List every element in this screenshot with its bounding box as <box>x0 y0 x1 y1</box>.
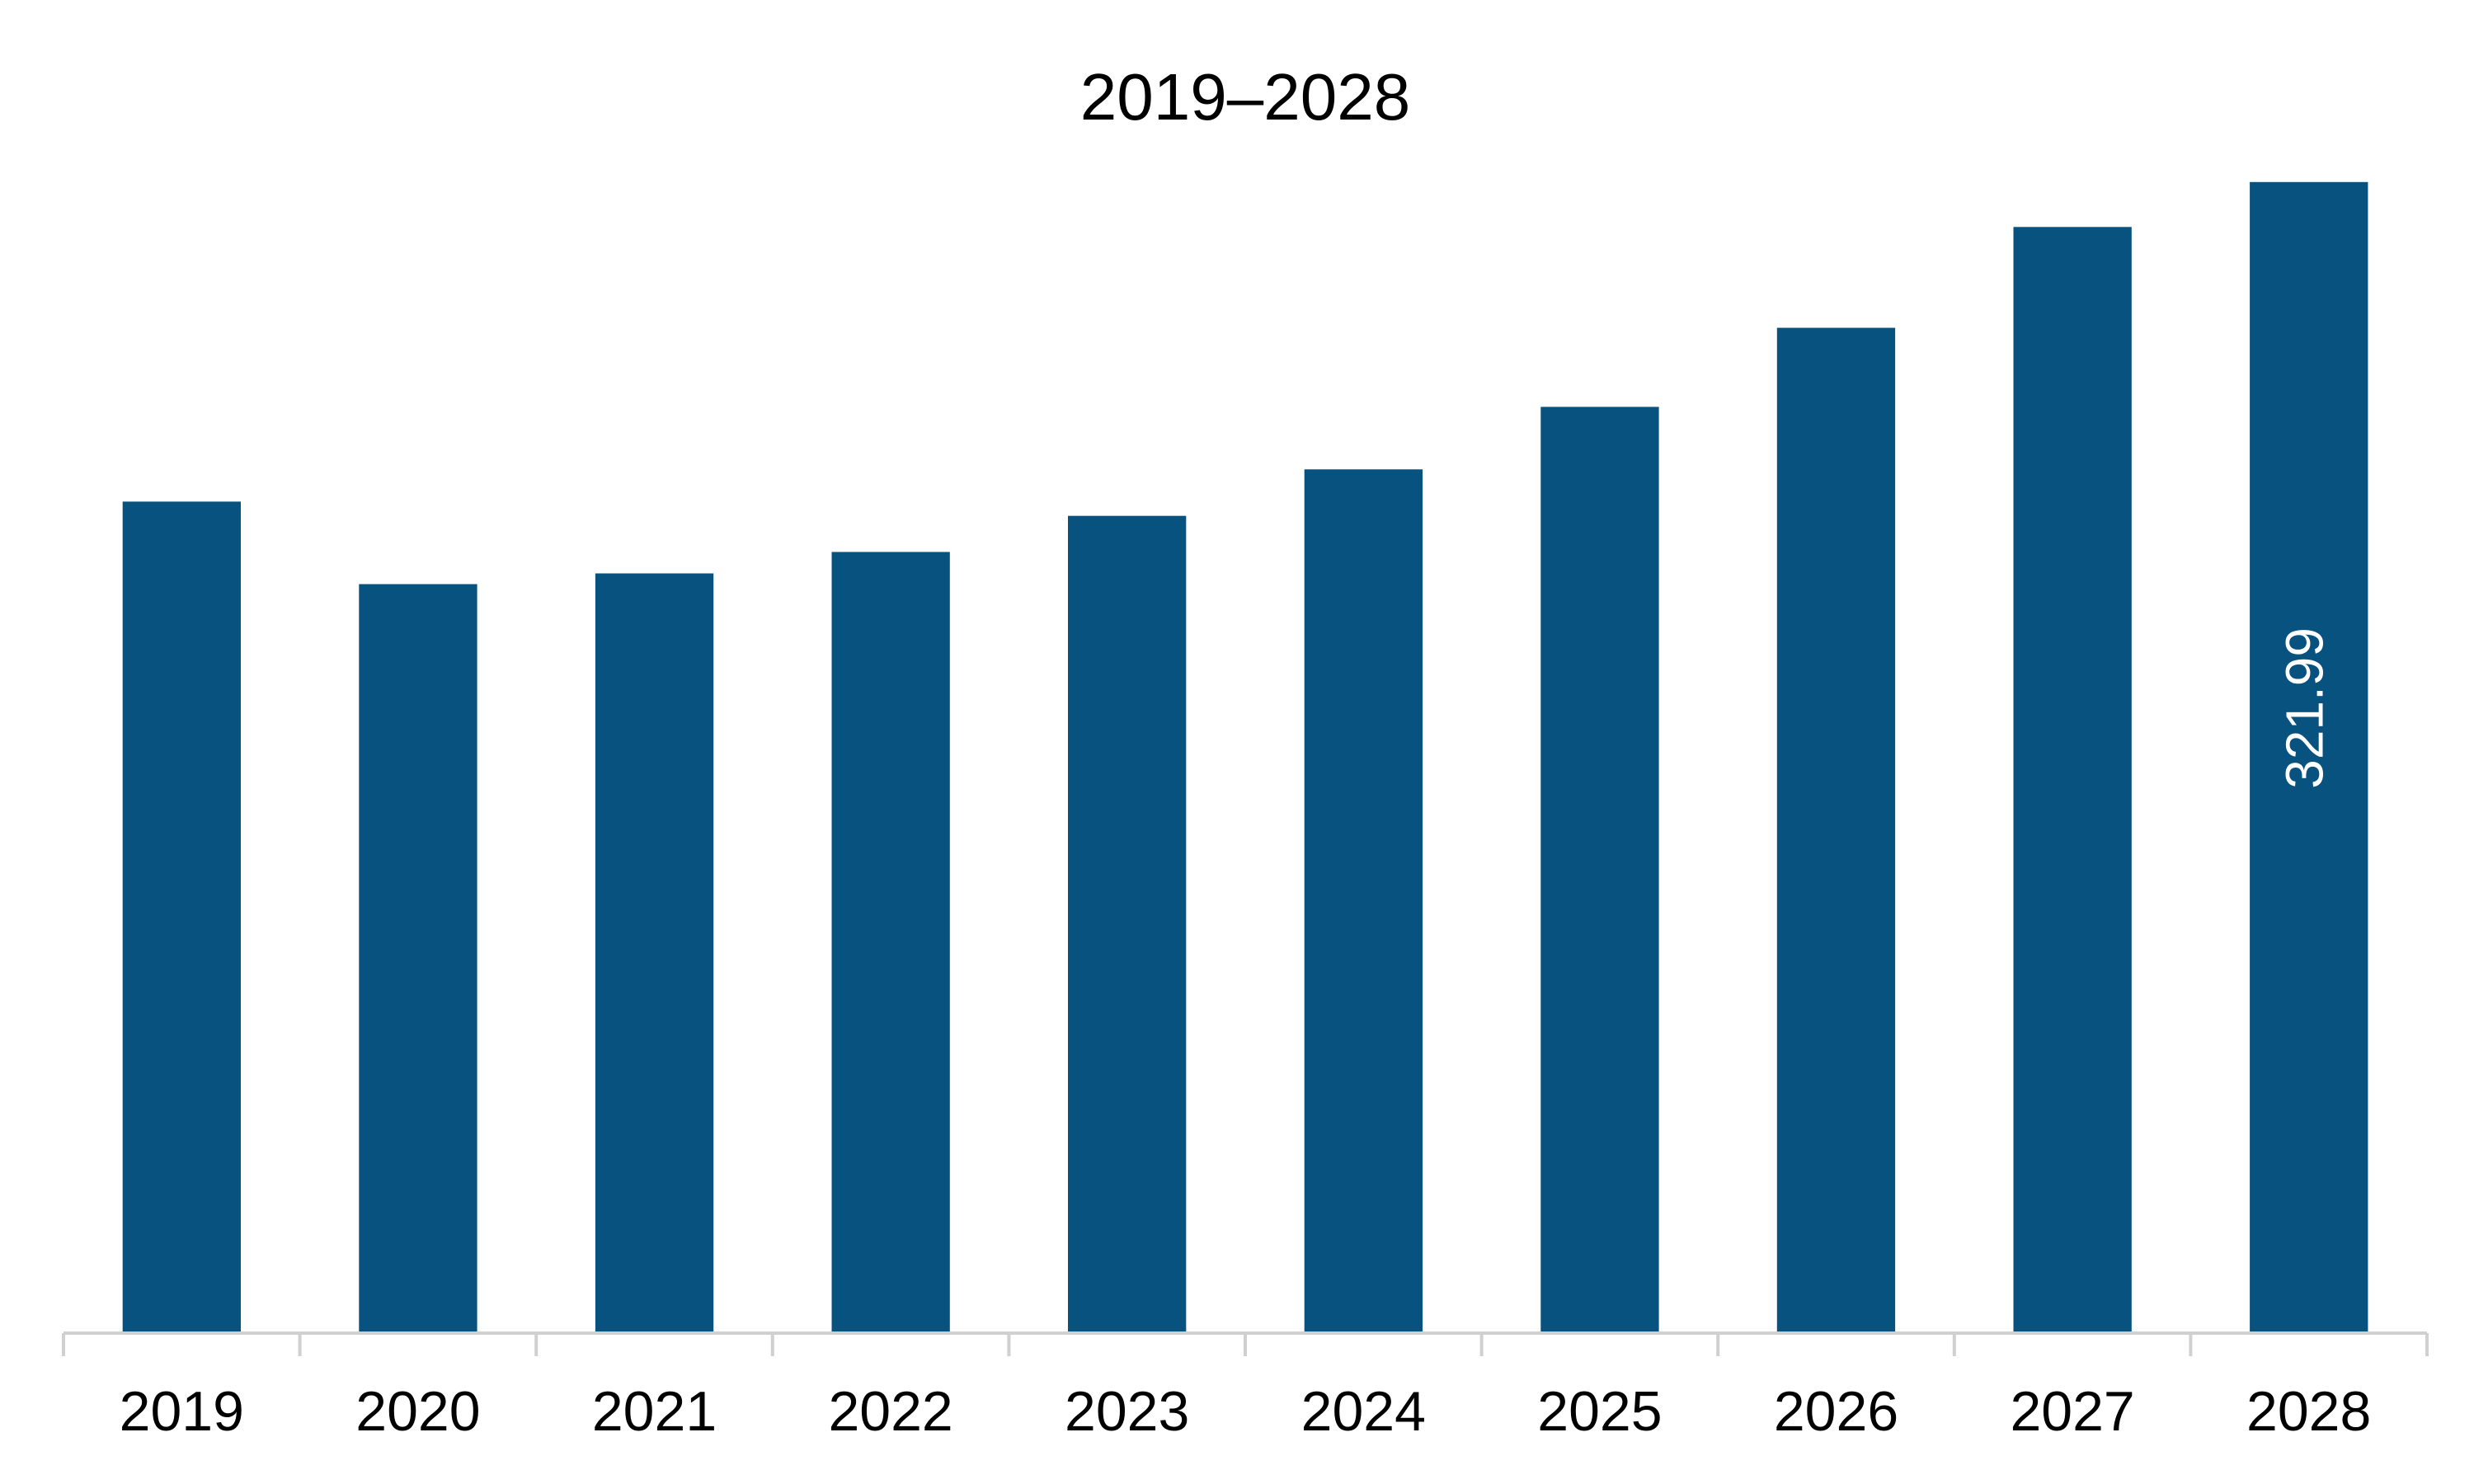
bar-2021 <box>595 573 714 1333</box>
x-tick-label-2028: 2028 <box>2246 1380 2371 1443</box>
bar-2022 <box>831 552 950 1333</box>
x-tick-labels: 2019 2020 2021 2022 2023 2024 2025 2026 2027 2028 <box>120 1380 2372 1443</box>
bar-2026 <box>1776 327 1896 1334</box>
bar-2027 <box>2013 227 2132 1333</box>
bars-group <box>122 181 2368 1334</box>
x-tick-label-2023: 2023 <box>1065 1380 1189 1443</box>
bar-2020 <box>359 584 477 1333</box>
x-tick-label-2025: 2025 <box>1537 1380 1662 1443</box>
x-tick-label-2021: 2021 <box>592 1380 717 1443</box>
x-tick-label-2022: 2022 <box>828 1380 952 1443</box>
x-tick-label-2020: 2020 <box>355 1380 480 1443</box>
bar-2023 <box>1068 515 1187 1333</box>
bar-2025 <box>1540 406 1659 1333</box>
bar-2024 <box>1304 469 1423 1333</box>
x-axis <box>62 1331 2429 1356</box>
bar-2028 <box>2250 181 2368 1333</box>
x-tick-label-2019: 2019 <box>120 1380 244 1443</box>
data-labels: 321.99 <box>2275 627 2335 789</box>
x-tick-label-2024: 2024 <box>1301 1380 1426 1443</box>
x-tick-label-2027: 2027 <box>2010 1380 2134 1443</box>
data-label-2028: 321.99 <box>2275 627 2335 789</box>
bar-2019 <box>122 501 241 1333</box>
chart-title: 2019–2028 <box>1080 60 1410 134</box>
x-tick-label-2026: 2026 <box>1774 1380 1898 1443</box>
